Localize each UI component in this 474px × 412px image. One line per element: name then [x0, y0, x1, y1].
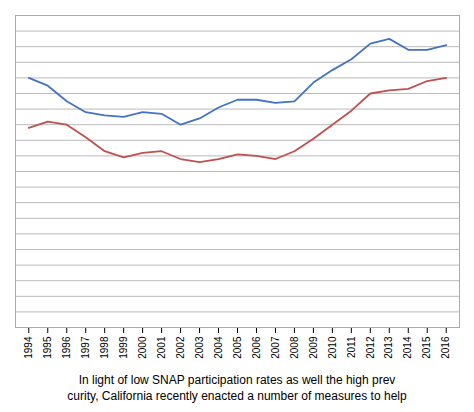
svg-text:2013: 2013: [383, 336, 394, 359]
svg-text:2008: 2008: [289, 336, 300, 359]
svg-text:2012: 2012: [365, 336, 376, 359]
html-text:In light of low SNAP participa: In light of low SNAP participation rates…: [78, 373, 396, 387]
svg-text:2001: 2001: [156, 336, 167, 359]
svg-text:1998: 1998: [99, 336, 110, 359]
svg-text:2009: 2009: [308, 336, 319, 359]
svg-text:1994: 1994: [23, 336, 34, 359]
svg-text:2015: 2015: [421, 336, 432, 359]
svg-text:2011: 2011: [346, 336, 357, 358]
svg-text:2003: 2003: [194, 336, 205, 359]
svg-text:1995: 1995: [42, 336, 53, 359]
svg-text:2006: 2006: [251, 336, 262, 359]
svg-text:2016: 2016: [440, 336, 451, 359]
svg-text:1996: 1996: [61, 336, 72, 359]
svg-text:2007: 2007: [270, 336, 281, 359]
svg-text:1997: 1997: [80, 336, 91, 359]
svg-text:2004: 2004: [213, 336, 224, 359]
svg-text:1999: 1999: [118, 336, 129, 359]
html-text:curity, California recently en: curity, California recently enacted a nu…: [67, 389, 407, 403]
svg-text:2002: 2002: [175, 336, 186, 359]
svg-text:2000: 2000: [137, 336, 148, 359]
svg-text:2010: 2010: [327, 336, 338, 359]
svg-text:2014: 2014: [402, 336, 413, 359]
svg-text:2005: 2005: [232, 336, 243, 359]
